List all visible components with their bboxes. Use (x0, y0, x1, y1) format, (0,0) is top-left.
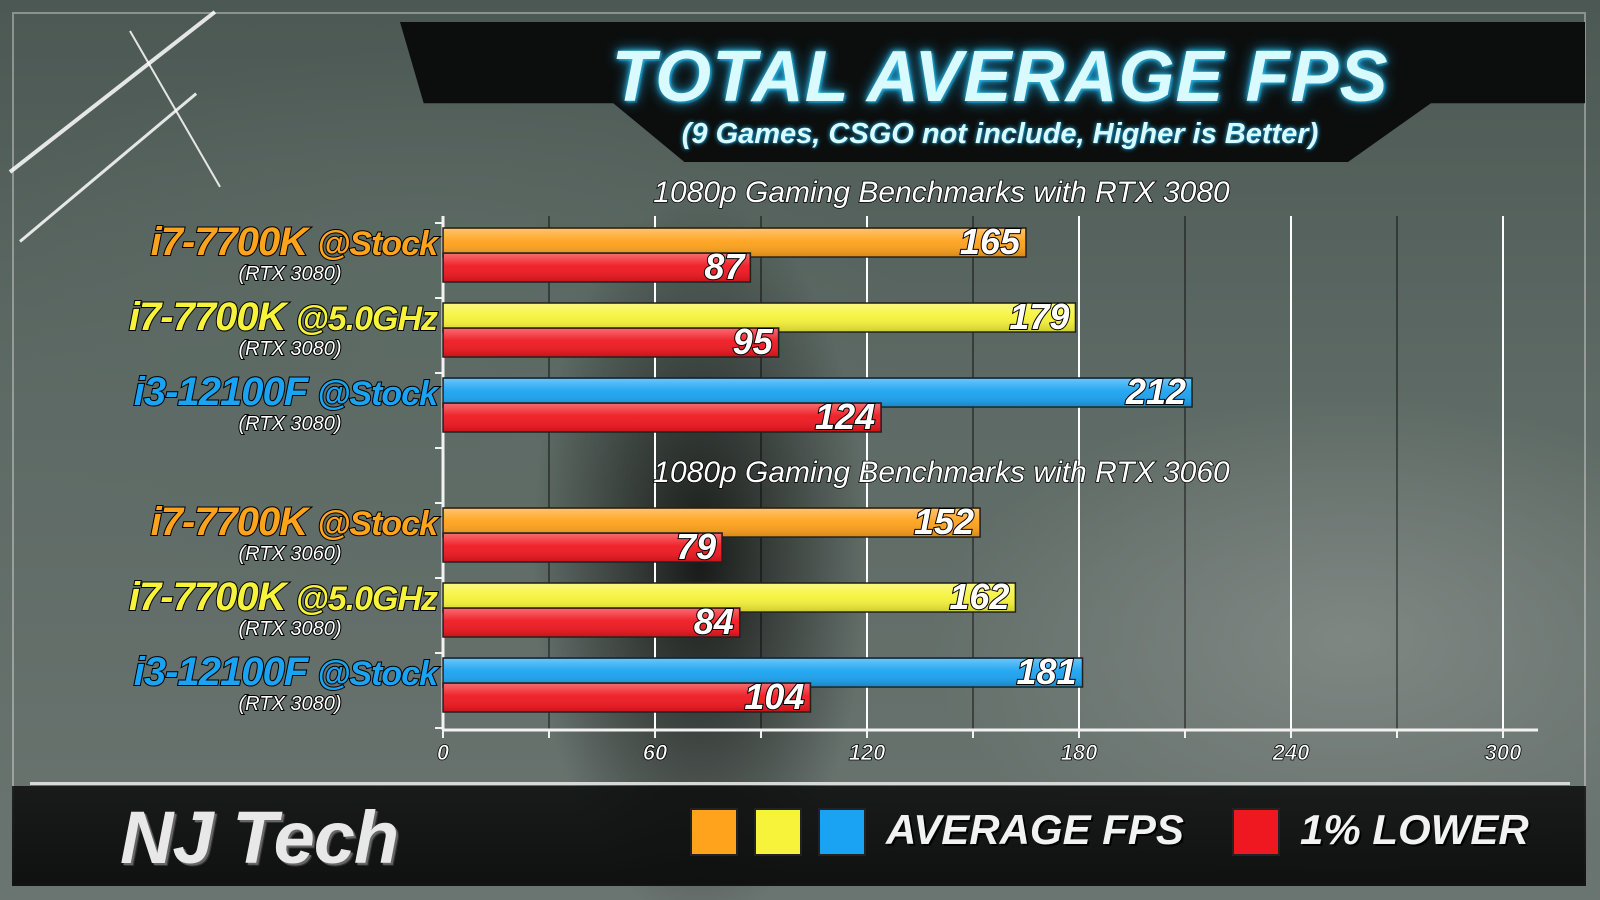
cpu-setting: @Stock (317, 225, 440, 263)
category-label: i7-7700K @Stock (151, 220, 441, 264)
data-label: 165 (960, 221, 1021, 262)
chart-title: TOTAL AVERAGE FPS (611, 37, 1389, 117)
gpu-label: (RTX 3060) (238, 543, 341, 565)
legend-swatch-yellow (754, 808, 802, 856)
bar-low-shine (444, 534, 722, 561)
bar-average-shine (444, 584, 1015, 611)
cpu-setting: @Stock (317, 505, 440, 543)
bar-low-shine (444, 609, 739, 636)
cpu-setting: @Stock (317, 655, 440, 693)
group-title: 1080p Gaming Benchmarks with RTX 3060 (653, 456, 1230, 489)
gpu-label: (RTX 3080) (238, 338, 341, 360)
category-label: i3-12100F @Stock (134, 650, 440, 694)
x-tick-label: 240 (1272, 740, 1310, 765)
legend-label-low: 1% LOWER (1300, 806, 1529, 853)
data-label: 181 (1016, 651, 1076, 692)
category-label: i7-7700K @5.0GHz (129, 295, 438, 339)
cpu-name: i7-7700K (129, 295, 296, 339)
data-label: 79 (676, 526, 716, 567)
gpu-label: (RTX 3080) (238, 693, 341, 715)
bar-low-shine (444, 404, 881, 431)
data-label: 179 (1009, 296, 1069, 337)
chart-subtitle: (9 Games, CSGO not include, Higher is Be… (681, 118, 1319, 150)
bar-average-shine (444, 379, 1192, 406)
data-label: 212 (1125, 371, 1186, 412)
gpu-label: (RTX 3080) (238, 618, 341, 640)
data-label: 87 (704, 246, 746, 287)
bar-average-shine (444, 229, 1025, 256)
bar-low-shine (444, 684, 810, 711)
x-tick-label: 0 (437, 740, 450, 765)
x-tick-label: 300 (1485, 740, 1522, 765)
category-label: i3-12100F @Stock (134, 370, 440, 414)
cpu-name: i3-12100F (134, 650, 317, 694)
data-label: 95 (733, 321, 774, 362)
legend-label-average: AVERAGE FPS (886, 806, 1184, 853)
category-label: i7-7700K @Stock (151, 500, 441, 544)
x-tick-label: 60 (643, 740, 668, 765)
category-label: i7-7700K @5.0GHz (129, 575, 438, 619)
bar-low-shine (444, 329, 778, 356)
legend-swatch-blue (818, 808, 866, 856)
bar-average-shine (444, 509, 980, 536)
bottom-rule (30, 782, 1570, 785)
cpu-setting: @Stock (317, 375, 440, 413)
brand-logo-text: NJ Tech (120, 796, 399, 879)
gpu-label: (RTX 3080) (238, 413, 341, 435)
bar-average-shine (444, 304, 1075, 331)
cpu-name: i7-7700K (151, 500, 318, 544)
legend-swatch-red (1232, 808, 1280, 856)
cpu-name: i3-12100F (134, 370, 317, 414)
cpu-setting: @5.0GHz (296, 300, 438, 338)
bar-low-shine (444, 254, 750, 281)
data-label: 152 (914, 501, 974, 542)
gpu-label: (RTX 3080) (238, 263, 341, 285)
cpu-name: i7-7700K (129, 575, 296, 619)
x-tick-label: 180 (1061, 740, 1098, 765)
data-label: 162 (949, 576, 1009, 617)
data-label: 84 (694, 601, 734, 642)
x-tick-label: 120 (849, 740, 886, 765)
legend-swatch-orange (690, 808, 738, 856)
bar-average-shine (444, 659, 1082, 686)
data-label: 104 (744, 676, 804, 717)
cpu-name: i7-7700K (151, 220, 318, 264)
group-title: 1080p Gaming Benchmarks with RTX 3080 (653, 176, 1230, 209)
cpu-setting: @5.0GHz (296, 580, 438, 618)
data-label: 124 (815, 396, 875, 437)
